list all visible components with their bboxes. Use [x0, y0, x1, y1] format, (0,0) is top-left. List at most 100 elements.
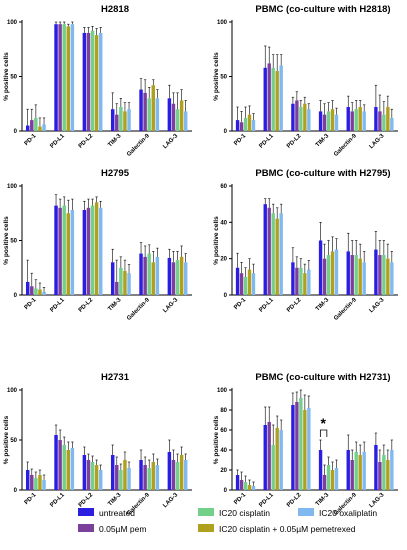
bar [299, 107, 303, 131]
bar [235, 267, 240, 295]
bar [267, 207, 271, 295]
bar [58, 207, 62, 295]
x-tick-label: PD-L1 [258, 492, 275, 509]
x-tick-label: LAG-3 [162, 297, 179, 314]
legend-label: untreated [99, 508, 135, 518]
bar [183, 460, 188, 490]
bar [378, 462, 382, 490]
x-tick-label: PD-L1 [49, 492, 66, 509]
y-tick-label: 60 [220, 184, 227, 190]
bar [54, 205, 58, 295]
bar [239, 122, 244, 131]
bar [354, 109, 358, 131]
bar [167, 452, 172, 490]
x-tick-label: PD-L1 [49, 297, 66, 314]
bar [30, 475, 34, 490]
legend-swatch [78, 524, 94, 532]
y-tick-label: 0 [14, 293, 18, 299]
bar [179, 100, 184, 131]
bar [267, 63, 271, 131]
bar [247, 485, 252, 490]
bar [326, 111, 331, 131]
bar [30, 286, 34, 295]
chart-title: PBMC (co-culture with H2731) [255, 372, 390, 383]
bar [263, 204, 267, 295]
bar [334, 249, 339, 295]
bar [362, 452, 366, 490]
bar [318, 111, 323, 131]
y-tick-label: 100 [7, 184, 18, 190]
x-tick-label: LAG-3 [162, 492, 179, 509]
bar [299, 267, 303, 295]
bar [307, 109, 311, 131]
bar [62, 205, 66, 295]
x-tick-label: LAG-3 [162, 133, 179, 150]
y-tick-label: 100 [7, 20, 18, 26]
bar [70, 24, 75, 131]
bar [326, 255, 331, 295]
chart-title: PBMC (co-culture with H2795) [255, 168, 390, 179]
bar [390, 262, 394, 295]
bar [143, 256, 147, 295]
x-tick-label: PD-L2 [286, 297, 303, 314]
bar [330, 251, 335, 295]
x-tick-label: PD-1 [24, 297, 38, 311]
bar [115, 281, 119, 295]
bar [275, 428, 279, 490]
bar [247, 269, 252, 295]
bar [382, 455, 386, 490]
bar [334, 114, 339, 131]
chart-panel-6: PBMC (co-culture with H2731) % positive c… [213, 372, 398, 517]
chart-title: H2795 [101, 168, 130, 179]
significance-bracket [319, 429, 328, 437]
y-tick-label: 80 [220, 408, 227, 414]
bar [98, 207, 103, 295]
bar [147, 253, 151, 295]
bar [90, 462, 95, 490]
bar [82, 455, 87, 490]
x-tick-label: LAG-3 [369, 133, 386, 150]
bar [86, 32, 91, 131]
x-tick-label: TIM-3 [315, 297, 331, 313]
bar [307, 408, 311, 490]
x-tick-label: PD-L2 [78, 492, 95, 509]
legend-swatch [298, 508, 314, 516]
bar [390, 117, 394, 131]
bar [291, 262, 295, 295]
bar [66, 26, 71, 131]
bar [374, 249, 378, 295]
bar [382, 255, 386, 295]
bar [110, 262, 115, 295]
bar [147, 98, 151, 131]
bar [291, 405, 295, 490]
y-axis-label: % positive cells [3, 52, 10, 101]
bar [58, 24, 62, 131]
bar [358, 107, 362, 131]
bar [275, 71, 279, 131]
bar [34, 478, 38, 490]
y-tick-label: 50 [220, 75, 227, 81]
legend-swatch [198, 508, 214, 516]
bar [175, 109, 180, 131]
bar [70, 448, 75, 490]
y-tick-label: 100 [7, 388, 18, 394]
bar [66, 213, 71, 295]
bar [127, 109, 131, 131]
bar [279, 213, 283, 295]
bar [70, 209, 75, 295]
bar [183, 262, 188, 295]
bar [378, 255, 382, 295]
chart-panel-1: H2818 % positive cells 0 50 100 PD-1 PD-L1 PD-L… [3, 4, 192, 158]
bar [38, 126, 42, 131]
y-axis-label: % positive cells [213, 216, 220, 265]
bar [42, 480, 46, 490]
bar [279, 430, 283, 490]
bar [271, 213, 275, 295]
bar [322, 114, 327, 131]
bar [90, 205, 95, 295]
x-tick-label: TIM-3 [107, 133, 123, 149]
bar [62, 445, 66, 490]
bar [374, 445, 378, 490]
bar [251, 486, 256, 490]
